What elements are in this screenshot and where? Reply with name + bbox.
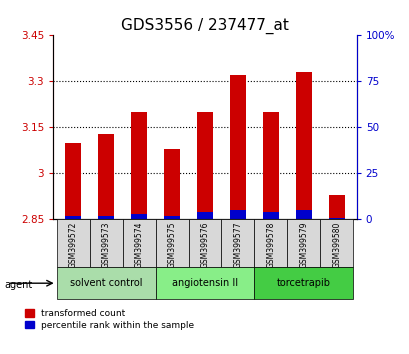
Text: GSM399575: GSM399575: [167, 222, 176, 268]
Bar: [56, 267, 155, 299]
Text: GSM399577: GSM399577: [233, 222, 242, 268]
Text: torcetrapib: torcetrapib: [276, 278, 330, 288]
Text: angiotensin II: angiotensin II: [171, 278, 238, 288]
Bar: [65, 143, 81, 219]
Bar: [196, 212, 213, 219]
Bar: [163, 216, 180, 219]
Bar: [188, 219, 221, 267]
Text: solvent control: solvent control: [70, 278, 142, 288]
Bar: [287, 219, 320, 267]
Bar: [122, 219, 155, 267]
Bar: [229, 75, 246, 219]
Bar: [320, 219, 353, 267]
Bar: [89, 219, 122, 267]
Bar: [98, 133, 114, 219]
Bar: [155, 267, 254, 299]
Text: GSM399576: GSM399576: [200, 222, 209, 268]
Bar: [295, 210, 311, 219]
Text: GSM399572: GSM399572: [68, 222, 77, 268]
Bar: [130, 112, 147, 219]
Text: GSM399579: GSM399579: [299, 222, 308, 268]
Title: GDS3556 / 237477_at: GDS3556 / 237477_at: [121, 18, 288, 34]
Bar: [196, 112, 213, 219]
Bar: [254, 267, 353, 299]
Bar: [262, 212, 279, 219]
Bar: [328, 195, 344, 219]
Bar: [328, 218, 344, 219]
Text: GSM399573: GSM399573: [101, 222, 110, 268]
Bar: [65, 216, 81, 219]
Bar: [163, 149, 180, 219]
Bar: [155, 219, 188, 267]
Bar: [98, 216, 114, 219]
Bar: [56, 219, 89, 267]
Bar: [295, 72, 311, 219]
Legend: transformed count, percentile rank within the sample: transformed count, percentile rank withi…: [25, 309, 194, 330]
Bar: [229, 210, 246, 219]
Text: GSM399578: GSM399578: [266, 222, 275, 268]
Bar: [221, 219, 254, 267]
Text: agent: agent: [4, 280, 32, 290]
Bar: [262, 112, 279, 219]
Text: GSM399574: GSM399574: [134, 222, 143, 268]
Bar: [254, 219, 287, 267]
Bar: [130, 214, 147, 219]
Text: GSM399580: GSM399580: [332, 222, 341, 268]
